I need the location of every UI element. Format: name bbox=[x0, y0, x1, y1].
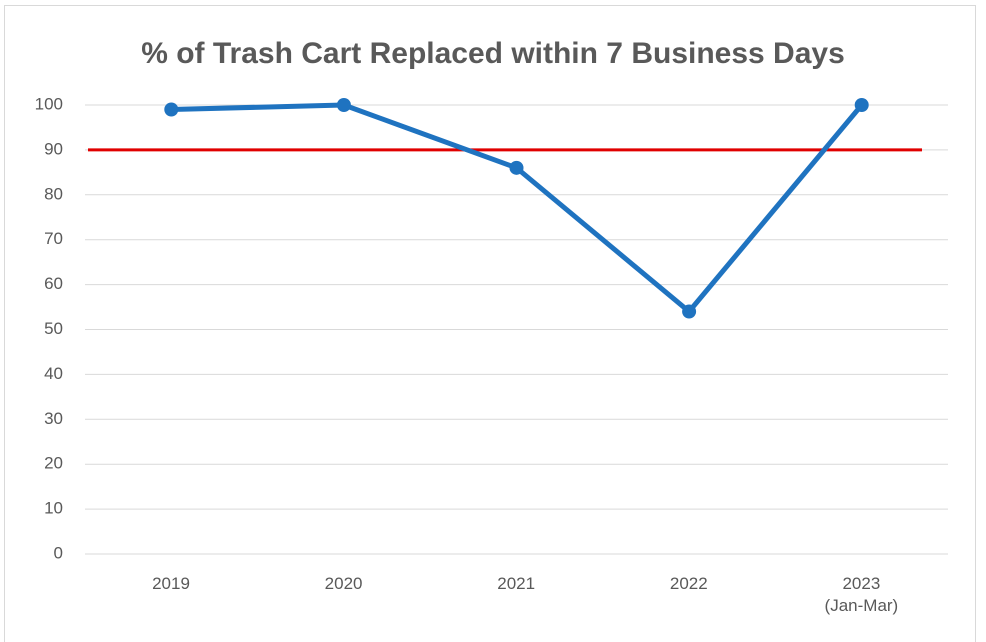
x-tick-label: 2022 bbox=[669, 574, 708, 593]
data-point bbox=[336, 98, 351, 112]
y-tick-label: 100 bbox=[35, 94, 63, 113]
data-point bbox=[682, 304, 697, 319]
y-tick-label: 80 bbox=[44, 184, 63, 203]
y-tick-label: 50 bbox=[44, 319, 63, 338]
x-tick-label: 2023 (Jan-Mar) bbox=[824, 574, 899, 615]
chart-border bbox=[4, 5, 976, 642]
data-point bbox=[854, 98, 869, 112]
y-tick-label: 10 bbox=[44, 499, 63, 518]
chart-title: % of Trash Cart Replaced within 7 Busine… bbox=[141, 37, 845, 70]
y-tick-label: 60 bbox=[44, 274, 63, 293]
y-tick-label: 40 bbox=[44, 364, 63, 383]
y-tick-label: 0 bbox=[54, 543, 63, 562]
data-point bbox=[509, 160, 524, 175]
y-tick-label: 20 bbox=[44, 454, 63, 473]
y-tick-label: 30 bbox=[44, 409, 63, 428]
x-tick-label: 2020 bbox=[324, 574, 363, 593]
x-tick-label: 2021 bbox=[497, 574, 536, 593]
y-tick-label: 90 bbox=[44, 139, 63, 158]
x-tick-label: 2019 bbox=[152, 574, 190, 593]
y-tick-label: 70 bbox=[44, 229, 63, 248]
data-point bbox=[164, 102, 179, 117]
